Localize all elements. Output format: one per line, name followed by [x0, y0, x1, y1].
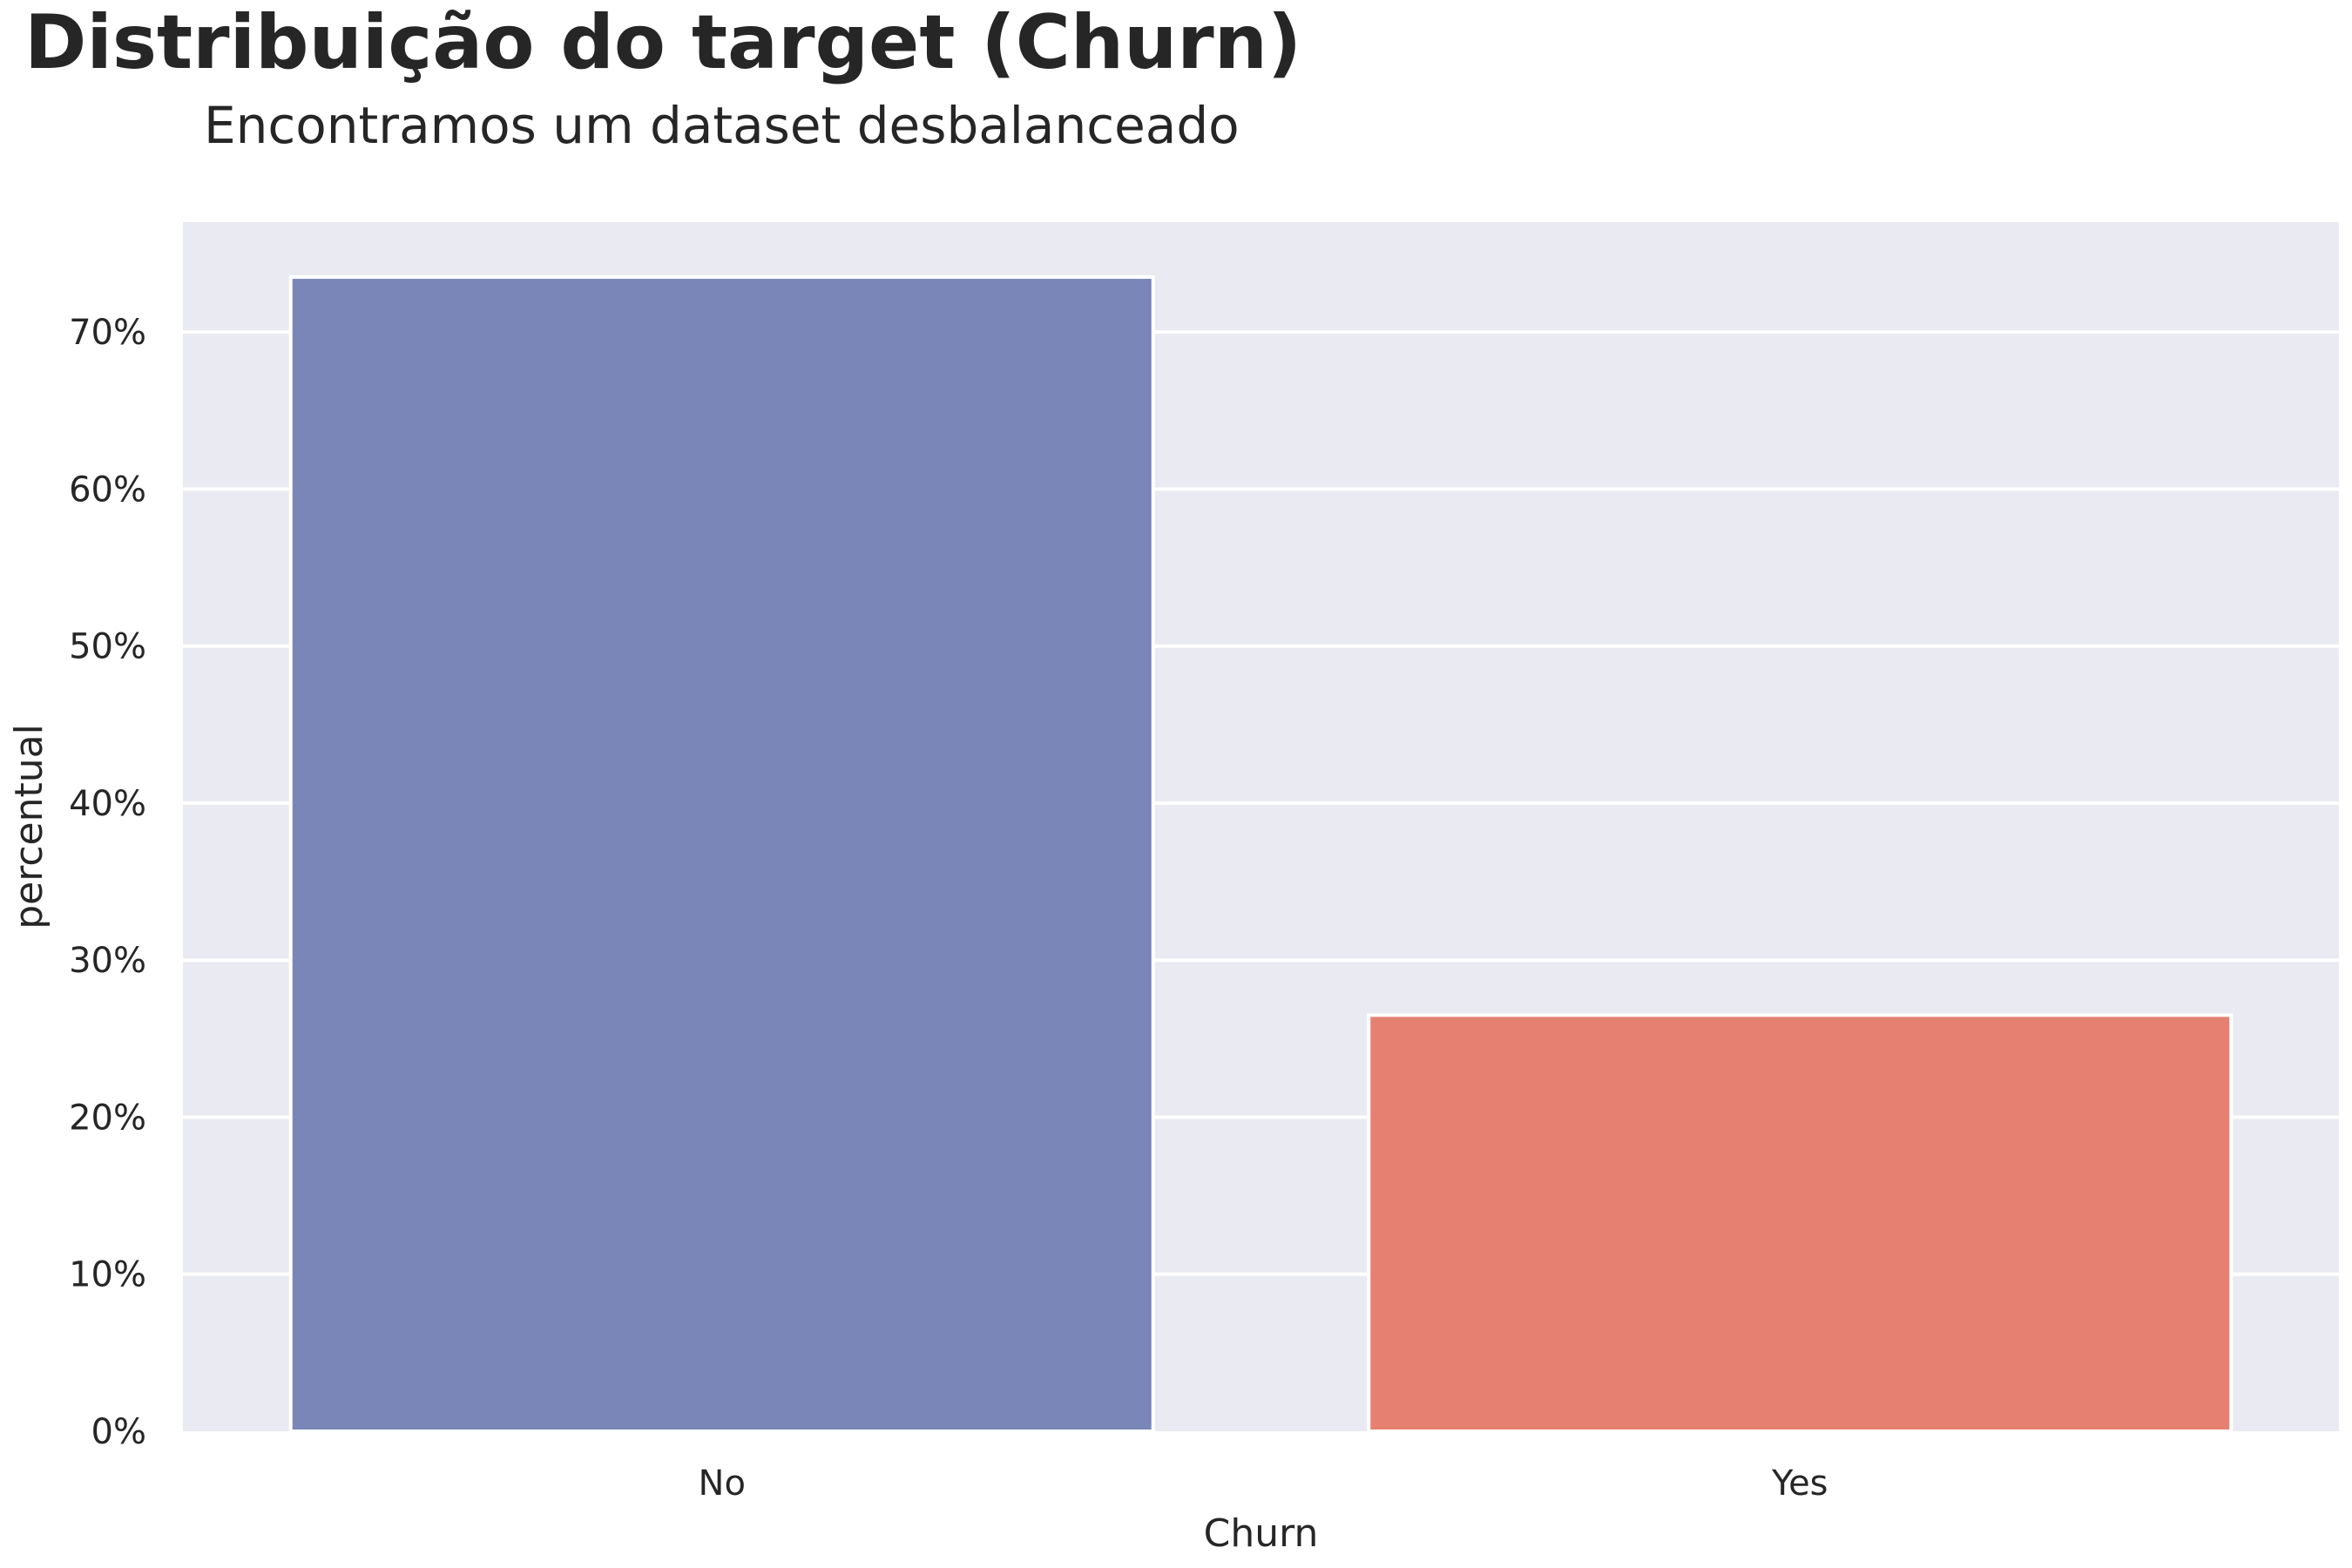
chart-subtitle: Encontramos um dataset desbalanceado — [204, 96, 1240, 155]
y-axis-ticks: 0% 10% 20% 30% 40% 50% 60% 70% — [69, 313, 146, 1452]
x-tick-label: Yes — [1771, 1463, 1828, 1504]
x-tick-label: No — [699, 1463, 746, 1504]
y-tick-label: 20% — [69, 1098, 146, 1138]
y-axis-label: percentual — [7, 724, 51, 929]
y-tick-label: 40% — [69, 784, 146, 824]
bars — [288, 275, 2234, 1433]
y-tick-label: 50% — [69, 627, 146, 667]
y-tick-label: 10% — [69, 1255, 146, 1295]
chart-title: Distribuição do target (Churn) — [24, 0, 1302, 86]
bar-no — [288, 275, 1155, 1433]
y-tick-label: 30% — [69, 941, 146, 981]
x-axis-ticks: No Yes — [699, 1463, 1828, 1504]
y-tick-label: 60% — [69, 470, 146, 510]
y-tick-label: 0% — [91, 1412, 146, 1452]
y-tick-label: 70% — [69, 313, 146, 353]
x-axis-label: Churn — [1204, 1511, 1319, 1556]
bar-yes — [1367, 1013, 2234, 1433]
